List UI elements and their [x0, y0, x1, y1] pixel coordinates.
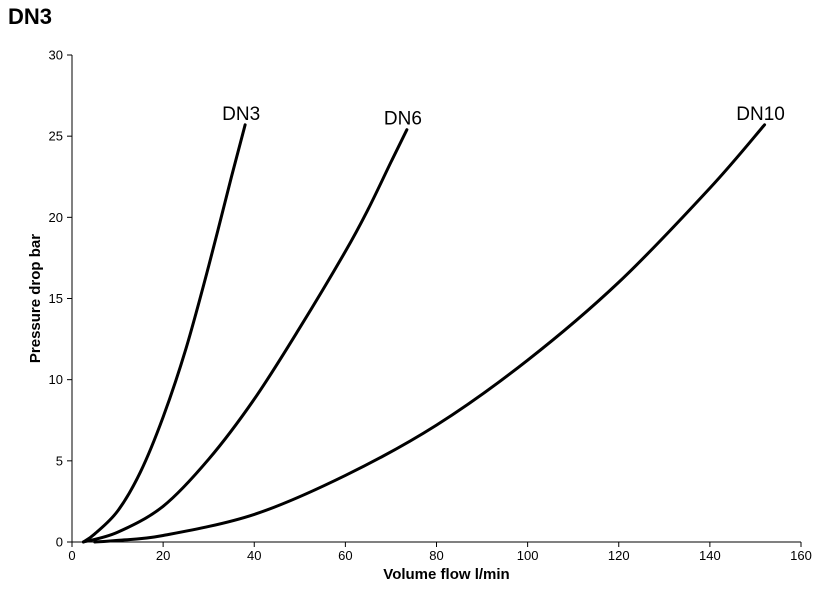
series-label-dn3: DN3: [222, 104, 260, 125]
y-tick-label: 5: [56, 453, 63, 468]
x-tick-label: 120: [608, 548, 630, 563]
x-tick-label: 100: [517, 548, 539, 563]
series-label-dn6: DN6: [384, 109, 422, 130]
y-tick-label: 10: [49, 372, 63, 387]
x-tick-label: 20: [156, 548, 170, 563]
series-label-dn10: DN10: [736, 104, 785, 125]
x-tick-label: 160: [790, 548, 812, 563]
page-title: DN3: [8, 4, 53, 29]
x-axis-title: Volume flow l/min: [383, 566, 509, 583]
y-tick-label: 0: [56, 535, 63, 550]
x-tick-label: 60: [338, 548, 352, 563]
y-tick-label: 20: [49, 210, 63, 225]
curves: [81, 123, 767, 544]
labels: DN3 DN6 DN10: [222, 104, 785, 130]
series-line-dn6: [81, 128, 409, 544]
x-tick-label: 0: [68, 548, 75, 563]
y-tick-label: 25: [49, 129, 63, 144]
x-tick-label: 40: [247, 548, 261, 563]
y-tick-label: 30: [49, 48, 63, 63]
y-tick-label: 15: [49, 291, 63, 306]
series-line-dn10: [93, 123, 767, 544]
x-tick-label: 140: [699, 548, 721, 563]
axes: 0 20 40 60 80 100 120 140 160 0 5 10 15 20 25 30: [49, 48, 812, 564]
series-line-dn3: [81, 123, 247, 544]
y-axis-title: Pressure drop bar: [27, 234, 44, 363]
x-tick-label: 80: [429, 548, 443, 563]
